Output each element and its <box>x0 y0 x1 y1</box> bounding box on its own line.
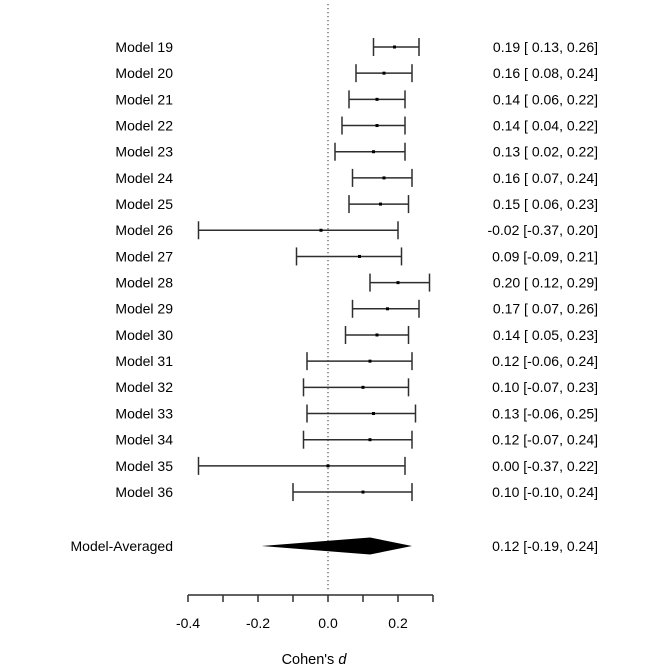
row-label: Model 24 <box>115 170 173 186</box>
row-label: Model 25 <box>115 196 173 212</box>
forest-row <box>292 483 413 502</box>
row-label: Model 29 <box>115 301 173 317</box>
forest-row <box>295 247 403 266</box>
summary-label: Model-Averaged <box>71 538 173 554</box>
summary-annotation: 0.12 [-0.19, 0.24] <box>492 538 598 554</box>
point-estimate <box>375 97 379 101</box>
forest-row <box>351 168 413 187</box>
row-annotation: 0.12 [-0.06, 0.24] <box>492 353 598 369</box>
forest-row <box>302 430 413 449</box>
row-annotation: 0.10 [-0.10, 0.24] <box>492 484 598 500</box>
point-estimate <box>375 333 379 337</box>
forest-row <box>348 90 406 109</box>
row-label: Model 36 <box>115 484 173 500</box>
row-annotation: 0.15 [ 0.06, 0.23] <box>493 196 598 212</box>
x-axis-title: Cohen's d <box>282 652 348 668</box>
point-estimate <box>379 202 382 206</box>
row-label: Model 26 <box>115 222 173 238</box>
row-annotation: 0.13 [ 0.02, 0.22] <box>493 144 598 160</box>
x-axis-tick-label: 0.2 <box>388 615 408 631</box>
row-label: Model 22 <box>115 117 173 133</box>
row-annotation: 0.13 [-0.06, 0.25] <box>492 405 598 421</box>
row-annotation: 0.00 [-0.37, 0.22] <box>492 458 598 474</box>
row-label: Model 23 <box>115 144 173 160</box>
forest-row <box>372 38 420 56</box>
x-axis-tick-label: 0.0 <box>318 615 338 631</box>
row-label: Model 33 <box>115 405 173 421</box>
point-estimate <box>368 438 372 442</box>
point-estimate <box>361 490 365 494</box>
row-annotation: 0.09 [-0.09, 0.21] <box>492 248 598 264</box>
forest-row <box>369 273 431 292</box>
point-estimate <box>386 307 389 311</box>
row-annotation: 0.10 [-0.07, 0.23] <box>492 379 598 395</box>
forest-row <box>334 142 406 161</box>
forest-row <box>197 456 406 475</box>
point-estimate <box>382 176 386 180</box>
forest-row <box>306 404 417 423</box>
forest-row <box>348 195 410 214</box>
row-annotation: 0.14 [ 0.05, 0.23] <box>493 327 598 343</box>
row-annotation: -0.02 [-0.37, 0.20] <box>487 222 598 238</box>
forest-row <box>306 352 413 371</box>
row-annotation: 0.12 [-0.07, 0.24] <box>492 432 598 448</box>
point-estimate <box>372 412 375 416</box>
x-axis-tick-label: -0.2 <box>246 615 270 631</box>
row-label: Model 19 <box>115 39 173 55</box>
row-annotation: 0.19 [ 0.13, 0.26] <box>493 39 598 55</box>
forest-row <box>302 378 410 397</box>
point-estimate <box>326 464 330 468</box>
point-estimate <box>319 228 323 232</box>
summary-diamond <box>261 537 412 555</box>
point-estimate <box>361 385 365 389</box>
row-annotation: 0.17 [ 0.07, 0.26] <box>493 301 598 317</box>
row-label: Model 34 <box>115 432 173 448</box>
forest-row <box>351 299 420 318</box>
forest-row <box>197 221 399 240</box>
row-label: Model 30 <box>115 327 173 343</box>
row-label: Model 20 <box>115 65 173 81</box>
row-label: Model 27 <box>115 248 173 264</box>
forest-row <box>341 116 406 135</box>
point-estimate <box>368 359 372 363</box>
forest-row <box>344 325 410 344</box>
row-label: Model 31 <box>115 353 173 369</box>
row-annotation: 0.20 [ 0.12, 0.29] <box>493 275 598 291</box>
row-label: Model 35 <box>115 458 173 474</box>
row-annotation: 0.16 [ 0.08, 0.24] <box>493 65 598 81</box>
point-estimate <box>372 150 375 154</box>
row-annotation: 0.14 [ 0.04, 0.22] <box>493 117 598 133</box>
forest-row <box>355 64 413 83</box>
row-annotation: 0.16 [ 0.07, 0.24] <box>493 170 598 186</box>
row-label: Model 32 <box>115 379 173 395</box>
row-label: Model 21 <box>115 91 173 107</box>
row-annotation: 0.14 [ 0.06, 0.22] <box>493 91 598 107</box>
point-estimate <box>396 281 400 285</box>
row-label: Model 28 <box>115 275 173 291</box>
point-estimate <box>382 71 386 75</box>
x-axis-tick-label: -0.4 <box>176 615 200 631</box>
point-estimate <box>375 124 379 128</box>
point-estimate <box>393 45 396 49</box>
point-estimate <box>358 254 361 258</box>
